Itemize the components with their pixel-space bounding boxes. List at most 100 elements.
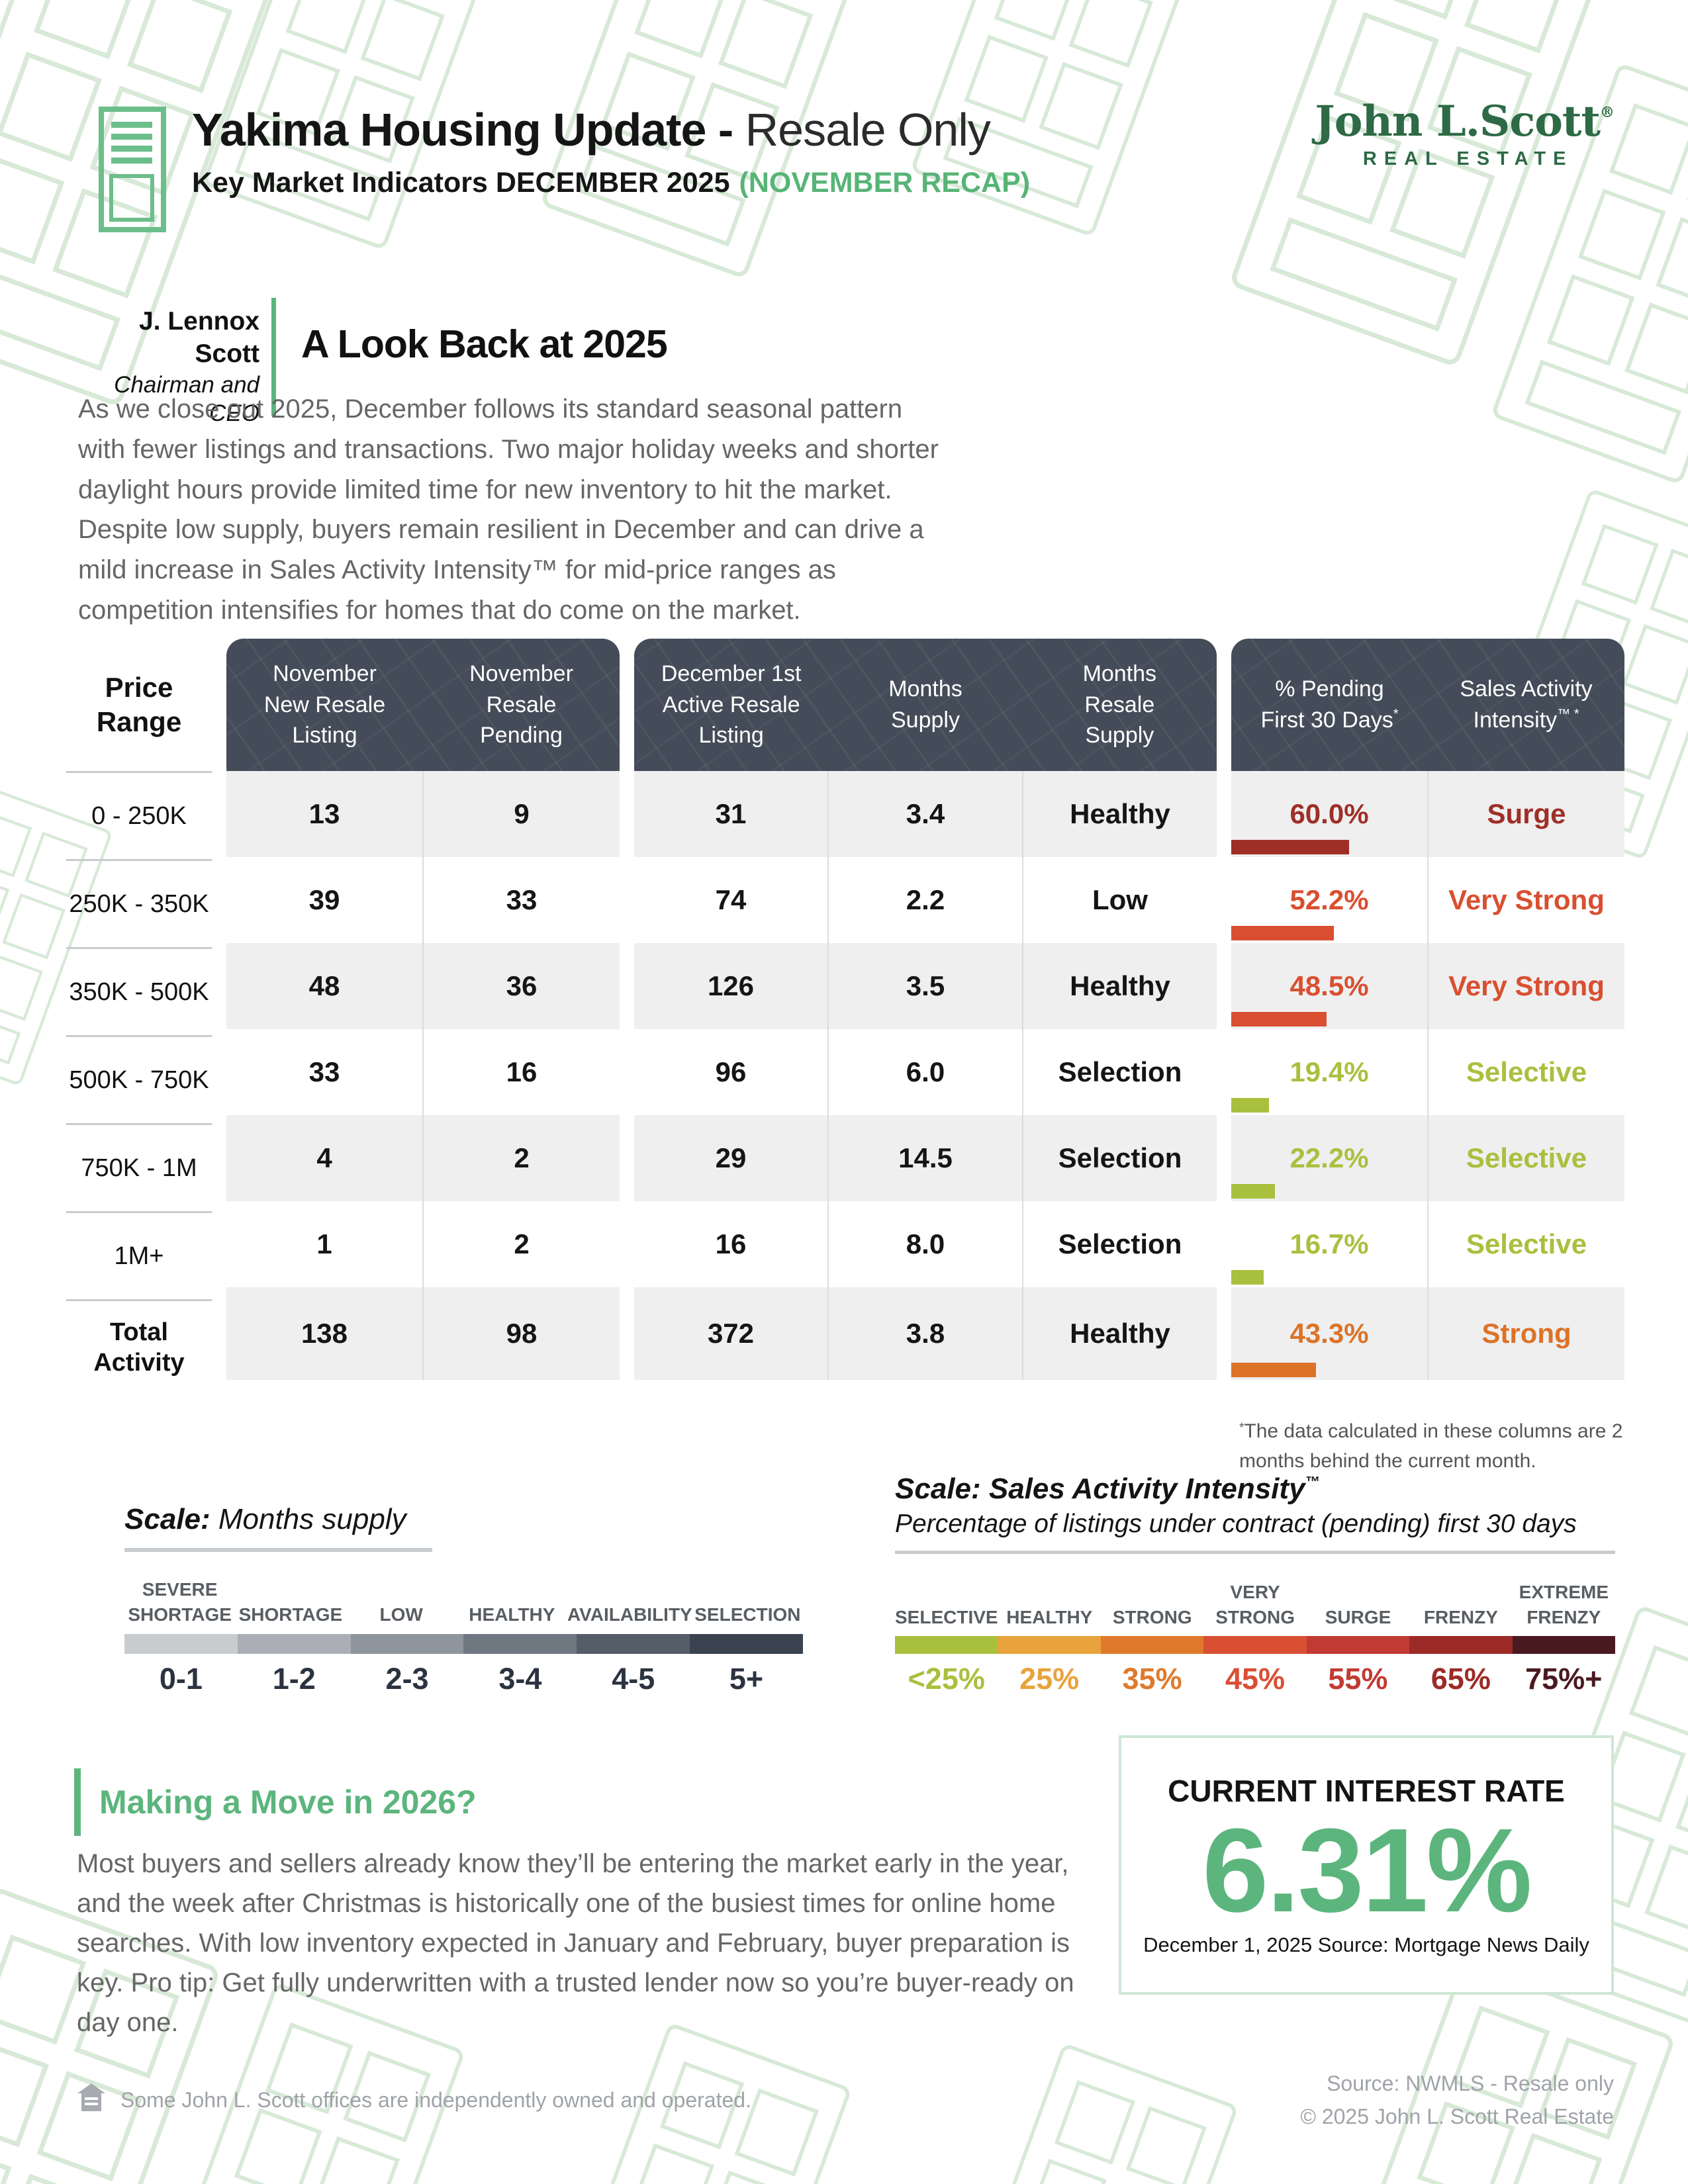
green-accent-bar bbox=[74, 1768, 81, 1836]
intensity-scale-title: Scale: Sales Activity Intensity™ bbox=[895, 1473, 1615, 1506]
pct-pending-value: 43.3% bbox=[1289, 1318, 1369, 1349]
scale-label-line: STRONG bbox=[1112, 1606, 1192, 1627]
scale-color-segment bbox=[1306, 1636, 1410, 1654]
scale-segment-value: 65% bbox=[1430, 1662, 1491, 1696]
months-supply-scale: Scale: Months supply SEVERE SHORTAGE SHORT… bbox=[124, 1473, 803, 1696]
column-header-line: November bbox=[469, 660, 573, 686]
table-row: 29 14.5 Selection bbox=[634, 1115, 1217, 1201]
column-header-line: Listing bbox=[698, 723, 764, 749]
table-row: 52.2% Very Strong bbox=[1231, 857, 1624, 943]
scale-color-segment bbox=[1100, 1636, 1204, 1654]
intensity-scale-bar bbox=[895, 1636, 1615, 1654]
block1-header: November New Resale Listing November Resale P… bbox=[226, 639, 620, 771]
column-header: December 1st Active Resale Listing bbox=[634, 639, 828, 771]
table-row: 19.4% Selective bbox=[1231, 1029, 1624, 1115]
background-building-outline bbox=[542, 0, 882, 277]
sales-intensity-scale: Scale: Sales Activity Intensity™ Percent… bbox=[895, 1473, 1615, 1696]
months-scale-title: Scale: Months supply bbox=[124, 1503, 803, 1536]
pct-pending-cell: 60.0% bbox=[1231, 771, 1427, 857]
scale-color-segment bbox=[1409, 1636, 1513, 1654]
table-cell: 6.0 bbox=[827, 1029, 1022, 1115]
scale-label-line: FRENZY bbox=[1526, 1606, 1601, 1627]
background-building-outline bbox=[912, 0, 1214, 235]
pct-pending-cell: 52.2% bbox=[1231, 857, 1427, 943]
table-row: 31 3.4 Healthy bbox=[634, 771, 1217, 857]
table-cell: 39 bbox=[308, 884, 340, 915]
pct-pending-cell: 43.3% bbox=[1231, 1287, 1427, 1380]
table-cell: 33 bbox=[308, 1056, 340, 1087]
intensity-scale-values: <25% 25% 35% 45% 55% 65% 75%+ bbox=[895, 1662, 1615, 1696]
interest-rate-label: CURRENT INTEREST RATE bbox=[1168, 1774, 1565, 1809]
scale-label-line: SELECTION bbox=[694, 1604, 801, 1625]
footer-left: Some John L. Scott offices are independe… bbox=[75, 2082, 751, 2118]
column-header-line: Supply bbox=[1085, 723, 1154, 749]
table-cell: 16 bbox=[422, 1029, 620, 1115]
pct-pending-value: 22.2% bbox=[1289, 1142, 1369, 1173]
scale-label-line: STRONG bbox=[1215, 1606, 1295, 1627]
footer-disclaimer: Some John L. Scott offices are independe… bbox=[120, 2087, 751, 2112]
price-column: Price Range 0 - 250K 250K - 350K 350K - 50… bbox=[66, 639, 212, 1394]
column-header: November New Resale Listing bbox=[226, 639, 423, 771]
price-range-label: 0 - 250K bbox=[66, 771, 212, 859]
intensity-cell: Very Strong bbox=[1427, 857, 1624, 943]
table-cell: 138 bbox=[301, 1318, 348, 1349]
column-header-line: % Pending bbox=[1275, 676, 1384, 702]
table-block-november: November New Resale Listing November Resale P… bbox=[226, 639, 620, 1394]
scale-segment-label: SEVERE SHORTAGE bbox=[124, 1567, 235, 1627]
months-scale-title-bold: Scale: bbox=[124, 1503, 211, 1535]
scale-segment-value: 55% bbox=[1328, 1662, 1388, 1696]
scale-color-segment bbox=[690, 1634, 803, 1654]
table-block-december: December 1st Active Resale Listing Months Su… bbox=[634, 639, 1217, 1394]
block2-header: December 1st Active Resale Listing Months Su… bbox=[634, 639, 1217, 771]
table-cell: Healthy bbox=[1022, 1287, 1217, 1380]
scale-label-line: HEALTHY bbox=[469, 1604, 555, 1625]
scale-label-line: SHORTAGE bbox=[128, 1604, 232, 1625]
column-header: Months Resale Supply bbox=[1023, 639, 1217, 771]
logo-name-text: John L.Scott bbox=[1315, 97, 1601, 146]
scale-segment-value: 3-4 bbox=[498, 1662, 542, 1696]
interest-rate-box: CURRENT INTEREST RATE 6.31% December 1, … bbox=[1119, 1735, 1614, 1995]
registered-mark: ® bbox=[1600, 104, 1615, 121]
pct-pending-value: 60.0% bbox=[1289, 798, 1369, 829]
column-header-line: Intensity™ * bbox=[1473, 707, 1579, 733]
scale-segment-label: HEALTHY bbox=[457, 1567, 567, 1627]
table-block-intensity: % Pending First 30 Days* Sales Activity Int… bbox=[1231, 639, 1624, 1394]
table-row: 48.5% Very Strong bbox=[1231, 943, 1624, 1029]
intensity-value: Selective bbox=[1466, 1056, 1587, 1087]
table-cell: 16 bbox=[715, 1228, 747, 1259]
table-cell: 48 bbox=[308, 970, 340, 1001]
price-range-header: Price Range bbox=[66, 639, 212, 771]
move-heading-text: Making a Move in 2026? bbox=[99, 1784, 477, 1821]
column-header-line: Resale bbox=[1084, 692, 1155, 717]
author-name: J. Lennox Scott bbox=[138, 307, 259, 368]
move-section-heading: Making a Move in 2026? bbox=[74, 1768, 477, 1836]
table-cell: 36 bbox=[422, 943, 620, 1029]
block1-rows: 13 9 39 33 48 36 33 16 4 2 1 2 138 98 bbox=[226, 771, 620, 1380]
scale-segment-label: FRENZY bbox=[1409, 1569, 1512, 1629]
table-cell: 3.5 bbox=[827, 943, 1022, 1029]
months-scale-rule bbox=[124, 1548, 432, 1552]
table-cell: 2 bbox=[422, 1115, 620, 1201]
table-cell: 126 bbox=[707, 970, 755, 1001]
column-header-line: December 1st bbox=[661, 660, 802, 686]
table-row: 33 16 bbox=[226, 1029, 620, 1115]
price-header-line2: Range bbox=[96, 706, 182, 737]
green-divider-rule bbox=[271, 298, 276, 416]
intensity-cell: Selective bbox=[1427, 1201, 1624, 1287]
table-row: 74 2.2 Low bbox=[634, 857, 1217, 943]
intensity-value: Selective bbox=[1466, 1228, 1587, 1259]
scale-color-segment bbox=[998, 1636, 1101, 1654]
subtitle-text: Key Market Indicators DECEMBER 2025 bbox=[192, 166, 730, 199]
background-building-outline bbox=[0, 0, 271, 404]
column-header-line: Listing bbox=[292, 723, 357, 749]
footer-right: Source: NWMLS - Resale only © 2025 John … bbox=[1300, 2068, 1614, 2133]
scale-color-segment bbox=[237, 1634, 351, 1654]
block3-rows: 60.0% Surge 52.2% Very Strong 48.5% Very Stro… bbox=[1231, 771, 1624, 1380]
scale-color-segment bbox=[350, 1634, 464, 1654]
scale-label-line: AVAILABILITY bbox=[567, 1604, 692, 1625]
months-scale-values: 0-1 1-2 2-3 3-4 4-5 5+ bbox=[124, 1662, 803, 1696]
column-header-line: Months bbox=[1082, 660, 1157, 686]
